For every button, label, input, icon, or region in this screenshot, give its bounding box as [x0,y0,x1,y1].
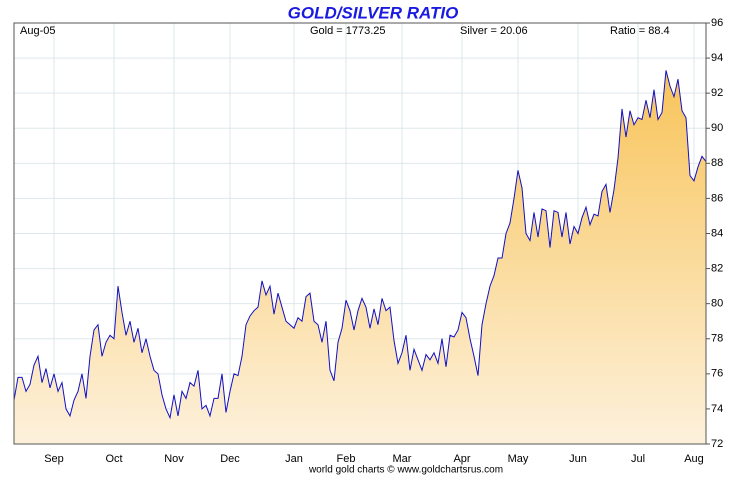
y-tick-label: 80 [711,298,723,310]
x-tick-label: Oct [105,453,122,465]
x-tick-label: Mar [393,453,412,465]
chart-title: GOLD/SILVER RATIO [288,3,459,22]
x-tick-label: Sep [44,453,64,465]
header-silver: Silver = 20.06 [460,25,528,37]
area [14,70,706,445]
header-date: Aug-05 [20,25,55,37]
x-tick-label: Aug [684,453,704,465]
header-ratio: Ratio = 88.4 [610,25,670,37]
line [13,70,707,420]
footer: world gold charts © www.goldchartsrus.co… [308,465,503,476]
x-tick-label: Dec [220,453,240,465]
y-tick-label: 96 [711,17,723,29]
y-tick-label: 94 [711,52,723,64]
x-tick-label: Apr [453,453,470,465]
x-tick-label: Jul [631,453,645,465]
header-gold: Gold = 1773.25 [310,25,386,37]
y-tick-label: 92 [711,87,723,99]
plot-border [13,22,707,445]
y-tick-label: 78 [711,333,723,345]
x-tick-label: Jun [569,453,587,465]
y-tick-label: 76 [711,368,723,380]
y-tick-label: 88 [711,157,723,169]
y-tick-label: 90 [711,122,723,134]
x-tick-label: Nov [164,453,184,465]
x-tick-label: Feb [337,453,356,465]
y-tick-label: 72 [711,438,723,450]
x-tick-label: Jan [285,453,303,465]
y-tick-label: 74 [711,403,723,415]
y-tick-label: 86 [711,192,723,204]
y-tick-label: 84 [711,227,723,239]
x-tick-label: May [508,453,529,465]
y-tick-label: 82 [711,262,723,274]
